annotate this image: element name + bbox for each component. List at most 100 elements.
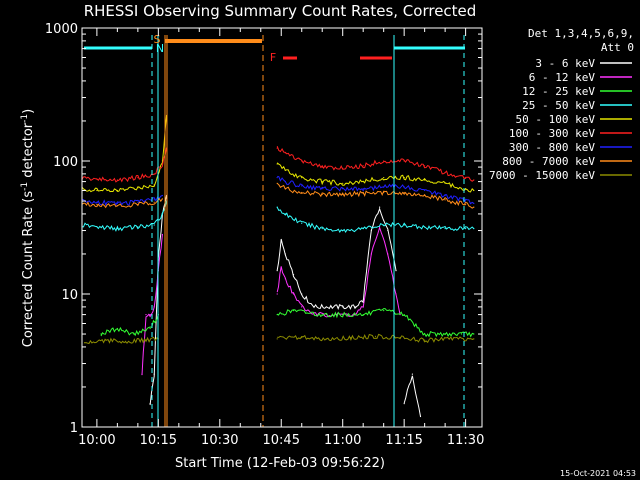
data-point-800-7000 (424, 194, 426, 197)
data-point-25-50 (284, 213, 286, 215)
data-point-25-50 (403, 224, 405, 226)
x-tick-label: 10:30 (201, 433, 238, 448)
data-point-3-6 (379, 206, 381, 208)
data-point-50-100 (153, 184, 155, 186)
y-tick-label: 1000 (45, 22, 78, 37)
series-line-800-7000 (82, 197, 163, 209)
data-point-3-6 (325, 306, 327, 308)
data-point-100-300 (80, 177, 81, 178)
data-point-300-800 (96, 201, 98, 203)
data-point-50-100 (301, 177, 303, 179)
data-point-12-25 (444, 333, 446, 335)
data-point-800-7000 (403, 191, 405, 194)
legend-label: 7000 - 15000 keV (489, 169, 595, 182)
data-point-3-6 (362, 299, 364, 301)
data-point-25-50 (161, 213, 163, 215)
data-point-300-800 (116, 202, 118, 204)
data-point-800-7000 (116, 205, 118, 207)
data-point-100-300 (424, 165, 426, 167)
data-point-50-100 (161, 160, 163, 162)
data-point-12-25 (149, 327, 151, 330)
series-line-6-12 (276, 225, 401, 318)
series-line-6-12 (141, 234, 163, 376)
data-point-100-300 (444, 171, 446, 174)
data-point-12-25 (292, 310, 295, 312)
data-point-300-800 (424, 189, 426, 192)
data-point-3-6 (403, 403, 405, 405)
data-point-3-6 (292, 274, 295, 276)
data-point-12-25 (116, 327, 118, 330)
data-point-3-6 (354, 306, 356, 308)
data-point-12-25 (133, 333, 135, 335)
data-point-7000-15000 (104, 339, 106, 341)
legend-header-2: Att 0 (601, 41, 634, 54)
series-line-50-100 (276, 162, 475, 193)
series-line-300-800 (277, 175, 475, 205)
data-point-50-100 (403, 177, 405, 179)
legend-label: 50 - 100 keV (516, 113, 596, 126)
data-point-3-6 (395, 270, 397, 272)
data-point-300-800 (383, 186, 385, 188)
data-point-6-12 (276, 293, 278, 295)
data-point-3-6 (301, 293, 303, 295)
x-axis-label: Start Time (12-Feb-03 09:56:22) (175, 456, 385, 471)
x-tick-label: 10:00 (78, 433, 115, 448)
data-point-7000-15000 (125, 340, 127, 342)
data-point-25-50 (153, 224, 155, 226)
ticks-layer: 1 10 100 1000 10:00 10:15 10:30 10:45 11:00 11:15… (45, 22, 484, 448)
data-point-800-7000 (276, 182, 278, 184)
data-point-800-7000 (362, 192, 364, 195)
data-point-100-300 (161, 163, 163, 165)
data-point-800-7000 (465, 204, 467, 206)
data-layer: SN F (80, 33, 475, 427)
data-point-300-800 (473, 202, 475, 204)
data-point-12-25 (342, 314, 344, 316)
data-point-3-6 (284, 253, 286, 255)
data-point-300-800 (80, 200, 81, 201)
data-point-800-7000 (321, 193, 323, 196)
data-point-7000-15000 (276, 338, 278, 340)
data-point-3-6 (387, 229, 389, 232)
data-point-25-50 (321, 228, 323, 230)
legend-label: 3 - 6 keV (535, 57, 595, 70)
data-point-7000-15000 (374, 335, 377, 337)
data-point-25-50 (80, 224, 81, 225)
series-line-12-25 (100, 314, 159, 337)
y-tick-label: 1 (70, 421, 78, 436)
legend-label: 12 - 25 keV (522, 85, 595, 98)
data-point-25-50 (137, 226, 139, 228)
series-line-3-6 (276, 207, 397, 310)
data-point-100-300 (321, 166, 323, 168)
data-point-50-100 (342, 182, 344, 184)
data-point-3-6 (313, 306, 315, 308)
data-point-300-800 (301, 185, 303, 187)
data-point-800-7000 (284, 188, 286, 190)
data-point-800-7000 (301, 191, 303, 194)
data-point-25-50 (444, 228, 446, 230)
legend-label: 100 - 300 keV (509, 127, 595, 140)
data-point-6-12 (370, 253, 372, 255)
data-point-6-12 (387, 253, 389, 255)
data-point-50-100 (444, 182, 446, 184)
data-point-300-800 (153, 199, 155, 201)
data-point-6-12 (145, 314, 147, 316)
data-point-3-6 (280, 240, 282, 242)
data-point-300-800 (284, 181, 286, 183)
data-point-800-7000 (444, 199, 446, 201)
data-point-50-100 (276, 163, 278, 165)
data-point-800-7000 (383, 191, 385, 194)
data-point-50-100 (116, 189, 118, 192)
data-point-100-300 (383, 160, 385, 162)
data-point-12-25 (460, 333, 463, 335)
data-point-6-12 (362, 306, 364, 308)
data-point-6-12 (141, 373, 143, 375)
data-point-3-6 (419, 415, 422, 418)
data-point-25-50 (424, 226, 426, 228)
data-point-25-50 (116, 228, 118, 230)
data-point-25-50 (383, 224, 385, 226)
data-point-7000-15000 (473, 338, 475, 340)
legend-label: 800 - 7000 keV (502, 155, 595, 168)
series-line-100-300 (276, 146, 475, 182)
legend-header-1: Det 1,3,4,5,6,9, (528, 27, 634, 40)
